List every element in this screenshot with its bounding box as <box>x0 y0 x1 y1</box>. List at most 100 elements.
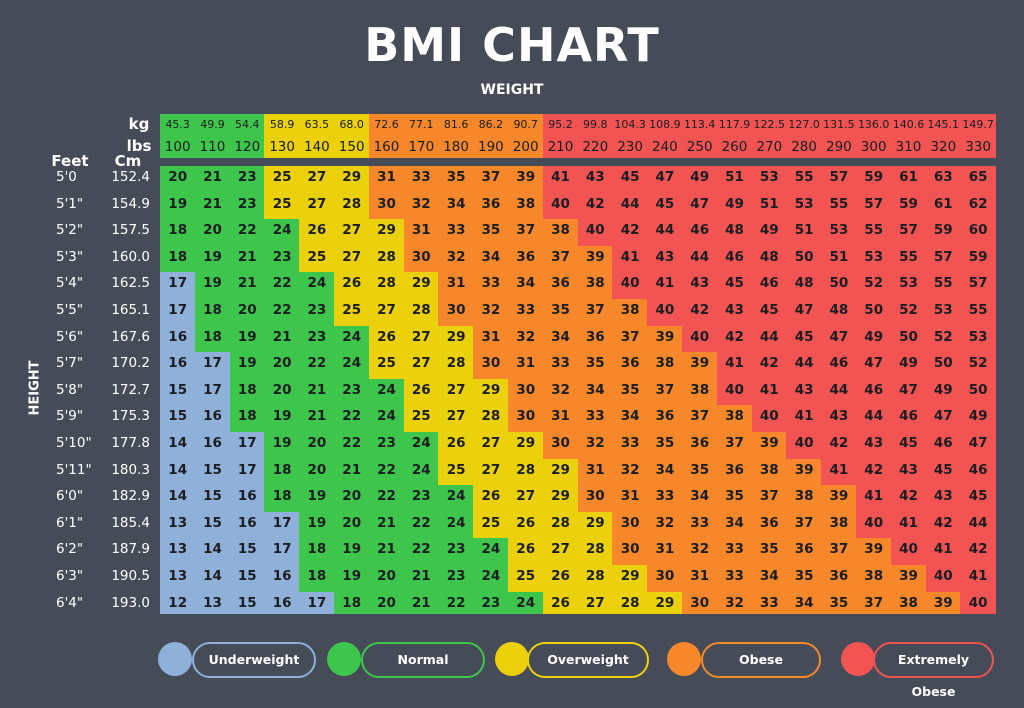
bmi-cell: 40 <box>577 219 613 247</box>
bmi-cell: 24 <box>334 325 370 353</box>
bmi-cell: 19 <box>299 511 335 539</box>
bmi-cell: 34 <box>682 485 718 513</box>
weight-lbs-cell: 250 <box>682 136 718 158</box>
weight-kg-cell: 149.7 <box>960 114 996 136</box>
bmi-cell: 52 <box>960 352 996 380</box>
bmi-cell: 19 <box>334 565 370 593</box>
bmi-cell: 29 <box>577 511 613 539</box>
height-feet-label: 5'10" <box>56 435 92 451</box>
weight-lbs-cell: 200 <box>508 136 544 158</box>
bmi-cell: 21 <box>194 166 231 194</box>
bmi-cell: 20 <box>299 458 335 486</box>
bmi-cell: 26 <box>334 272 370 300</box>
bmi-cell: 27 <box>334 245 370 273</box>
bmi-cell: 23 <box>299 325 335 353</box>
bmi-cell: 39 <box>508 166 544 194</box>
bmi-cell: 19 <box>264 405 300 433</box>
height-feet-label: 5'11" <box>56 461 92 478</box>
bmi-cell: 15 <box>229 538 265 566</box>
bmi-cell: 31 <box>542 405 579 433</box>
bmi-cell: 39 <box>751 432 787 460</box>
bmi-cell: 17 <box>264 511 300 539</box>
bmi-cell: 28 <box>334 192 370 220</box>
bmi-cell: 25 <box>264 192 300 220</box>
bmi-cell: 33 <box>473 272 509 300</box>
bmi-cell: 16 <box>194 405 231 433</box>
bmi-cell: 18 <box>194 299 231 327</box>
bmi-cell: 23 <box>229 166 265 194</box>
bmi-cell: 41 <box>647 272 683 300</box>
bmi-cell: 44 <box>856 405 892 433</box>
legend-extremely-obese-dot <box>841 642 875 676</box>
legend-overweight-dot <box>495 642 529 676</box>
weight-lbs-cell: 260 <box>716 136 753 158</box>
bmi-cell: 41 <box>856 485 892 513</box>
bmi-cell: 46 <box>682 219 718 247</box>
bmi-cell: 43 <box>647 245 683 273</box>
height-cm-label: 152.4 <box>111 169 150 185</box>
bmi-cell: 47 <box>925 405 961 433</box>
height-feet-label: 5'1" <box>56 195 84 212</box>
bmi-cell: 47 <box>960 432 996 460</box>
bmi-cell: 34 <box>612 405 648 433</box>
bmi-cell: 15 <box>160 405 196 433</box>
bmi-cell: 19 <box>194 245 231 273</box>
bmi-cell: 41 <box>960 565 996 593</box>
bmi-cell: 24 <box>508 591 544 614</box>
bmi-cell: 29 <box>438 325 474 353</box>
bmi-cell: 53 <box>925 299 961 327</box>
bmi-cell: 59 <box>890 192 927 220</box>
bmi-cell: 41 <box>751 378 787 406</box>
lbs-unit-label: lbs <box>126 137 152 155</box>
bmi-cell: 30 <box>508 378 544 406</box>
bmi-cell: 19 <box>334 538 370 566</box>
height-cm-label: 157.5 <box>111 222 150 239</box>
bmi-cell: 38 <box>751 458 787 486</box>
bmi-cell: 27 <box>334 219 370 247</box>
chart-title: BMI CHART <box>364 18 660 72</box>
bmi-cell: 31 <box>473 325 509 353</box>
bmi-cell: 38 <box>542 219 579 247</box>
bmi-cell: 31 <box>403 219 439 247</box>
bmi-cell: 23 <box>473 591 509 614</box>
height-feet-label: 5'0 <box>56 169 77 185</box>
bmi-cell: 35 <box>751 538 787 566</box>
bmi-cell: 38 <box>821 511 857 539</box>
bmi-cell: 26 <box>438 432 474 460</box>
bmi-cell: 42 <box>890 485 927 513</box>
bmi-cell: 30 <box>612 511 648 539</box>
bmi-cell: 42 <box>925 511 961 539</box>
bmi-cell: 27 <box>473 458 509 486</box>
height-axis-label: HEIGHT <box>27 360 43 416</box>
bmi-cell: 44 <box>821 378 857 406</box>
bmi-cell: 17 <box>229 432 265 460</box>
height-cm-label: 175.3 <box>111 408 150 425</box>
bmi-cell: 19 <box>229 325 265 353</box>
bmi-cell: 25 <box>508 565 544 593</box>
bmi-cell: 21 <box>229 272 265 300</box>
bmi-cell: 49 <box>890 352 927 380</box>
bmi-cell: 48 <box>821 299 857 327</box>
legend-normal-dot <box>327 642 361 676</box>
height-cm-label: 160.0 <box>111 248 150 265</box>
bmi-cell: 15 <box>194 485 231 513</box>
bmi-cell: 33 <box>438 219 474 247</box>
bmi-cell: 18 <box>229 405 265 433</box>
bmi-cell: 43 <box>716 299 753 327</box>
bmi-cell: 42 <box>612 219 648 247</box>
legend-normal-label: Normal <box>361 642 485 678</box>
bmi-cell: 30 <box>577 485 613 513</box>
bmi-cell: 36 <box>473 192 509 220</box>
bmi-cell: 27 <box>438 405 474 433</box>
bmi-cell: 43 <box>577 166 613 194</box>
bmi-cell: 21 <box>368 511 405 539</box>
bmi-cell: 13 <box>160 565 196 593</box>
bmi-cell: 38 <box>577 272 613 300</box>
bmi-cell: 47 <box>786 299 822 327</box>
bmi-cell: 29 <box>612 565 648 593</box>
bmi-cell: 42 <box>751 352 787 380</box>
bmi-cell: 18 <box>299 538 335 566</box>
weight-lbs-cell: 330 <box>960 136 996 158</box>
bmi-cell: 37 <box>647 378 683 406</box>
bmi-cell: 38 <box>682 378 718 406</box>
